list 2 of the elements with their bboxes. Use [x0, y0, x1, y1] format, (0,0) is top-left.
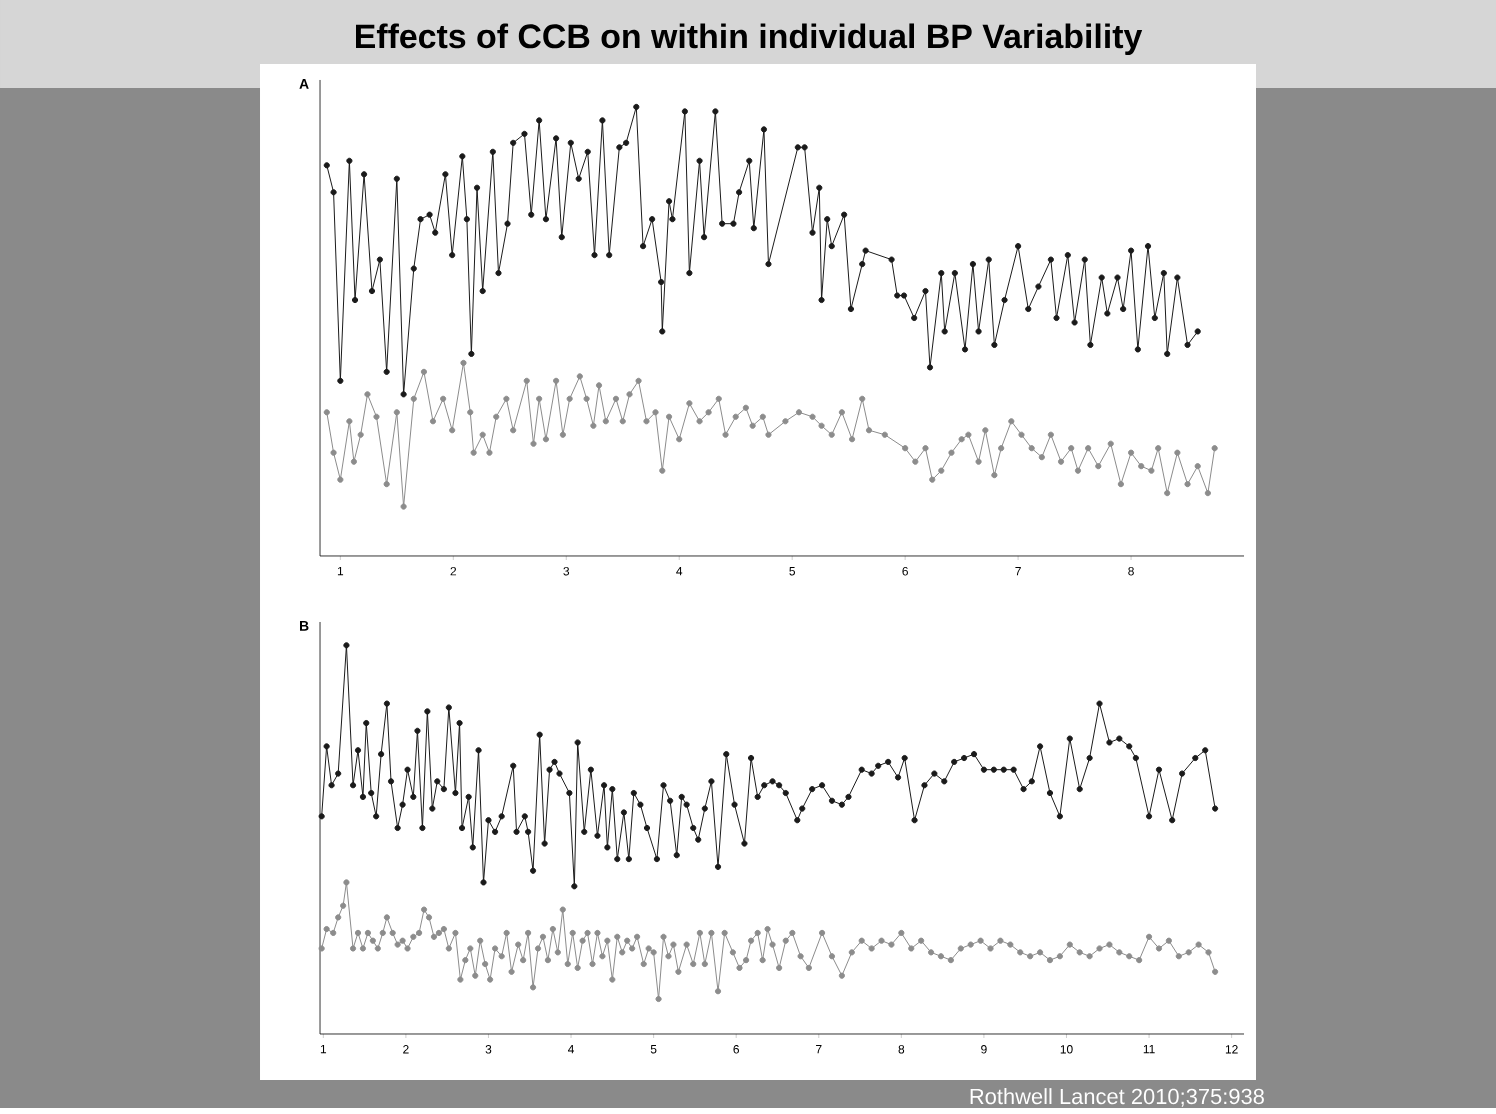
text: Rothwell Lancet 2010;375:938 — [970, 1088, 1264, 1108]
chart-title: Effects of CCB on within individual BP Variability — [356, 23, 1143, 56]
